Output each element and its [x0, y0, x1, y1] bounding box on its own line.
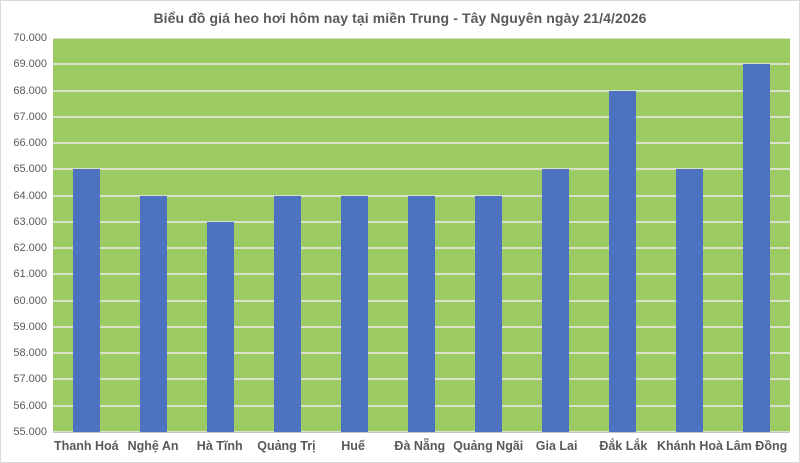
x-axis: Thanh Hoá Nghệ An Hà Tĩnh Quảng Trị Huế Đà Nẵ… — [53, 439, 790, 453]
bar — [207, 221, 234, 432]
bar-slot — [723, 38, 790, 432]
y-axis-tick-label: 68.000 — [13, 84, 47, 97]
x-axis-category-label: Hà Tĩnh — [196, 439, 243, 453]
x-axis-category-label: Lâm Đồng — [726, 439, 788, 453]
bar-slot — [522, 38, 589, 432]
bar — [274, 195, 301, 432]
bar — [542, 169, 569, 432]
y-axis-tick-label: 66.000 — [13, 137, 47, 150]
bar-slot — [388, 38, 455, 432]
gridline — [53, 89, 790, 92]
bar — [73, 169, 100, 432]
bar-slot — [321, 38, 388, 432]
gridline — [53, 194, 790, 197]
gridline — [53, 63, 790, 66]
x-axis-category-label: Gia Lai — [535, 439, 578, 453]
y-axis-tick-label: 70.000 — [13, 32, 47, 44]
y-axis-tick-label: 56.000 — [13, 399, 47, 412]
bar-slot — [120, 38, 187, 432]
y-axis-tick-label: 64.000 — [13, 189, 47, 202]
y-axis-tick-label: 61.000 — [13, 268, 47, 281]
bar — [475, 195, 502, 432]
x-axis-category-label: Quảng Trị — [257, 439, 316, 453]
bar — [140, 195, 167, 432]
x-axis-category-label: Khánh Hoà — [657, 439, 723, 453]
gridline — [53, 168, 790, 171]
y-axis-tick-label: 62.000 — [13, 242, 47, 255]
gridline — [53, 38, 790, 39]
x-axis-category-label: Thanh Hoá — [54, 439, 119, 453]
x-axis-category-label: Nghệ An — [127, 439, 179, 453]
bar — [676, 169, 703, 432]
plot-area — [53, 38, 790, 433]
chart-title: Biểu đồ giá heo hơi hôm nay tại miền Tru… — [153, 10, 647, 26]
x-axis-category-label: Đắk Lắk — [599, 439, 648, 453]
bar — [743, 64, 770, 432]
y-axis-tick-label: 67.000 — [13, 110, 47, 123]
gridline — [53, 115, 790, 118]
y-axis-tick-label: 65.000 — [13, 163, 47, 176]
x-axis-category-label: Đà Nẵng — [394, 439, 446, 453]
gridline — [53, 142, 790, 145]
bar-slot — [53, 38, 120, 432]
y-axis-tick-label: 58.000 — [13, 347, 47, 360]
bar — [408, 195, 435, 432]
bar-slot — [656, 38, 723, 432]
y-axis-tick-label: 59.000 — [13, 320, 47, 333]
bar — [609, 90, 636, 432]
x-axis-category-label: Huế — [341, 439, 365, 453]
bar-slot — [589, 38, 656, 432]
y-axis-tick-label: 63.000 — [13, 215, 47, 228]
bar-slot — [455, 38, 522, 432]
y-axis-tick-label: 60.000 — [13, 294, 47, 307]
y-axis-tick-label: 55.000 — [13, 426, 47, 438]
bar — [341, 195, 368, 432]
bar-series — [53, 38, 790, 432]
y-axis-tick-label: 57.000 — [13, 373, 47, 386]
y-axis: 55.000 56.000 57.000 58.000 59.000 60.000 61.0… — [1, 32, 47, 438]
bar-slot — [254, 38, 321, 432]
x-axis-category-label: Quảng Ngãi — [453, 439, 524, 453]
y-axis-tick-label: 69.000 — [13, 58, 47, 71]
bar-slot — [187, 38, 254, 432]
